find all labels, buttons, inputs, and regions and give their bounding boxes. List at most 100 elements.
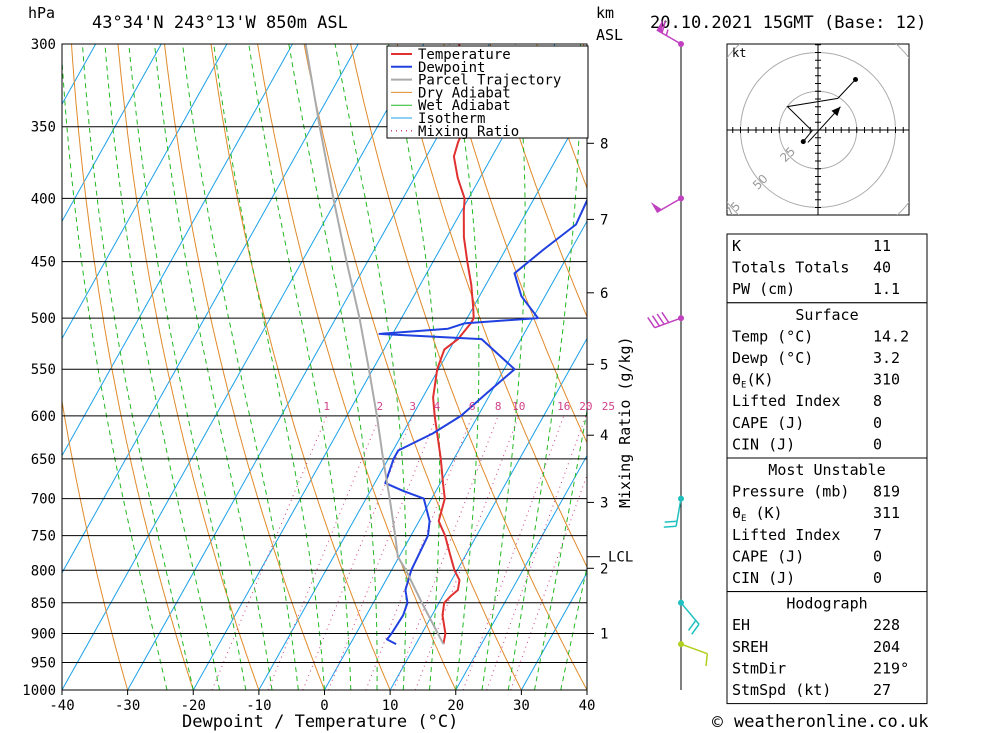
x-axis-title: Dewpoint / Temperature (°C): [182, 712, 458, 732]
index-value: 0: [873, 435, 882, 453]
wet-adiabat-line: [81, 44, 194, 690]
index-value: 1.1: [873, 280, 900, 298]
plot-background-lines: [62, 7, 1000, 716]
mixing-ratio-axis-title: Mixing Ratio (g/kg): [616, 336, 634, 508]
index-value: 40: [873, 259, 891, 277]
mixing-ratio-label: 3: [409, 400, 416, 413]
isotherm-line: [389, 337, 587, 690]
index-label: StmDir: [732, 659, 786, 677]
wind-barb: [678, 599, 700, 635]
legend-label: Parcel Trajectory: [418, 73, 561, 89]
height-unit-asl: ASL: [596, 26, 623, 44]
wind-barb-feather: [691, 623, 700, 635]
temperature-tick-label: 10: [382, 698, 399, 714]
wind-barb-feather: [664, 520, 678, 523]
wind-barb: [656, 19, 684, 47]
height-tick-label: 6: [600, 286, 608, 302]
index-label: EH: [732, 616, 750, 634]
legend-label: Dewpoint: [418, 60, 485, 76]
index-value: 11: [873, 237, 891, 255]
wind-barb-staff: [675, 498, 682, 527]
indices-block-title: Surface: [795, 306, 858, 324]
temperature-tick-label: 0: [320, 698, 328, 714]
index-value: 0: [873, 414, 882, 432]
wind-barb-pennant: [650, 201, 662, 213]
dry-adiabat-line: [117, 44, 260, 690]
mixing-ratio-lines: [211, 415, 587, 690]
lcl-label: LCL: [608, 550, 633, 566]
hodograph-unit: kt: [732, 46, 746, 60]
mixing-ratio-label: 25: [602, 400, 615, 413]
index-label: CAPE (J): [732, 414, 804, 432]
pressure-tick-label: 950: [31, 656, 56, 672]
indices-block: [726, 302, 928, 459]
wind-barb-staff: [680, 643, 708, 655]
mixing-ratio-label: 20: [579, 400, 592, 413]
wind-barbs: [647, 19, 709, 667]
dry-adiabat-line: [210, 44, 391, 690]
index-label: Lifted Index: [732, 526, 840, 544]
mixing-ratio-line: [211, 415, 328, 690]
index-label: CIN (J): [732, 435, 795, 453]
index-value: 310: [873, 371, 900, 389]
wind-barb-feather: [705, 653, 709, 667]
temperature-tick-label: 30: [513, 698, 530, 714]
dry-adiabat-line: [303, 44, 522, 690]
dry-adiabat-line: [396, 44, 587, 569]
hodograph-point: [800, 139, 806, 145]
isotherm-line: [62, 44, 228, 340]
pressure-tick-label: 300: [31, 37, 56, 53]
pressure-tick-label: 750: [31, 529, 56, 545]
temperature-tick-label: 40: [579, 698, 596, 714]
indices-block: [726, 591, 928, 705]
pressure-unit-label: hPa: [28, 4, 55, 22]
storm-motion-arrowhead: [831, 106, 841, 117]
dry-adiabat-line: [443, 44, 587, 444]
pressure-tick-label: 850: [31, 596, 56, 612]
index-label: CIN (J): [732, 569, 795, 587]
pressure-tick-label: 550: [31, 362, 56, 378]
legend-label: Mixing Ratio: [418, 124, 519, 140]
parcel-trajectory-line: [304, 44, 445, 645]
dry-adiabat-line: [982, 7, 1000, 716]
wind-barb: [650, 195, 684, 214]
wind-barb-pennant: [656, 19, 663, 33]
height-tick-label: 1: [600, 627, 608, 643]
dry-adiabat-line: [489, 44, 587, 318]
dry-adiabat-line: [163, 44, 326, 690]
location-title: 43°34'N 243°13'W 850m ASL: [92, 13, 348, 33]
wet-adiabat-line: [62, 52, 168, 690]
wet-adiabat-line: [248, 44, 352, 690]
index-label: StmSpd (kt): [732, 681, 831, 699]
index-label: θE (K): [732, 504, 783, 524]
index-label: Temp (°C): [732, 327, 813, 345]
isotherm-line: [62, 44, 162, 223]
wet-adiabat-line: [153, 44, 273, 690]
pressure-tick-label: 600: [31, 409, 56, 425]
wet-adiabat-line: [128, 44, 247, 690]
height-tick-label: 3: [600, 495, 608, 511]
index-label: SREH: [732, 638, 768, 656]
height-tick-label: 2: [600, 561, 608, 577]
isotherm-line: [520, 571, 587, 690]
wind-barb-staff: [654, 317, 682, 329]
legend-label: Wet Adiabat: [418, 98, 511, 114]
height-tick-label: 7: [600, 212, 608, 228]
wind-barb-feather: [656, 313, 665, 325]
index-label: Lifted Index: [732, 392, 840, 410]
index-value: 228: [873, 616, 900, 634]
stability-indices-panel: K 11 Totals Totals 40 PW (cm) 1.1 Surface Temp …: [726, 233, 928, 705]
mixing-ratio-label: 16: [557, 400, 570, 413]
index-value: 8: [873, 392, 882, 410]
legend-label: Dry Adiabat: [418, 85, 511, 101]
mixing-ratio-label: 10: [512, 400, 525, 413]
dry-adiabat-line: [936, 7, 1000, 716]
index-label: Totals Totals: [732, 259, 849, 277]
mixing-ratio-line: [302, 415, 414, 690]
mixing-ratio-label: 4: [434, 400, 441, 413]
pressure-tick-label: 1000: [22, 683, 56, 699]
mixing-ratio-label: 2: [376, 400, 383, 413]
